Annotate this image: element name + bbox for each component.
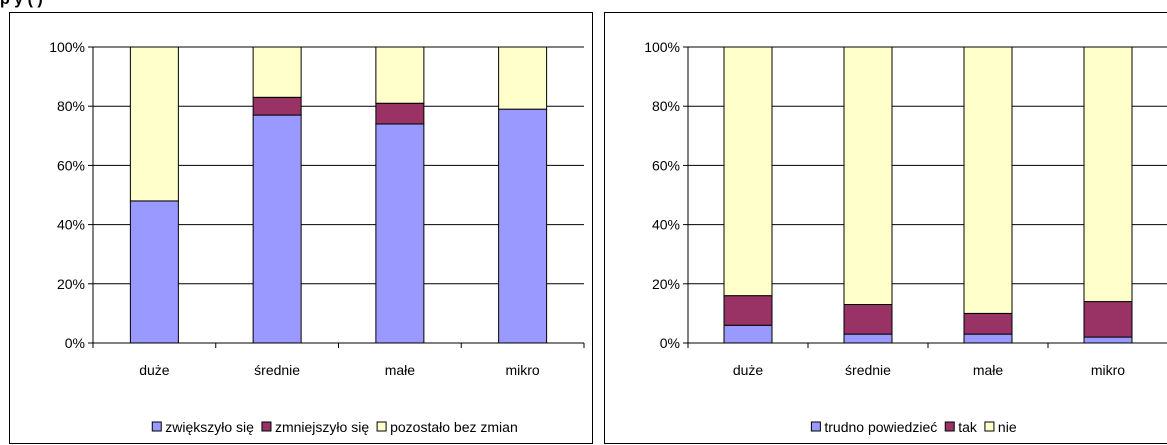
y-tick-label: 100% xyxy=(49,39,85,55)
y-tick-label: 0% xyxy=(65,335,85,351)
bar-segment-b xyxy=(843,304,893,335)
y-tick-label: 60% xyxy=(57,157,85,173)
bar-segment-a xyxy=(375,123,425,344)
legend-swatch xyxy=(376,421,387,432)
bar-segment-c xyxy=(252,46,302,98)
y-tick-label: 40% xyxy=(652,217,680,233)
bar-segment-a xyxy=(498,108,548,344)
bar-segment-c xyxy=(723,46,773,297)
bar-segment-a xyxy=(843,333,893,344)
x-category-label: małe xyxy=(385,362,416,378)
legend-label: zwiększyło się xyxy=(165,419,254,435)
bar-segment-c xyxy=(375,46,425,104)
bar-segment-b xyxy=(375,102,425,125)
legend-label: pozostało bez zmian xyxy=(390,419,518,435)
bar-segment-a xyxy=(252,114,302,344)
legend-swatch xyxy=(151,421,162,432)
legend-swatch xyxy=(944,421,955,432)
bar-segment-b xyxy=(1083,301,1133,338)
chart-left: 0% 20% 40% 60% 80% 100% duże średnie małe mikro zw… xyxy=(49,39,585,435)
legend-label: zmniejszyło się xyxy=(275,419,369,435)
y-tick-label: 80% xyxy=(57,98,85,114)
bar-segment-b xyxy=(252,96,302,116)
x-category-label: duże xyxy=(733,362,764,378)
legend-label: nie xyxy=(998,419,1017,435)
bar-segment-c xyxy=(129,46,179,202)
x-category-label: mikro xyxy=(1091,362,1125,378)
bar-segment-b xyxy=(963,312,1013,335)
legend-swatch xyxy=(810,421,821,432)
y-tick-label: 20% xyxy=(57,276,85,292)
bar-segment-c xyxy=(963,46,1013,314)
chart-panel-left: 0% 20% 40% 60% 80% 100% duże średnie małe mikro zw… xyxy=(9,12,593,444)
legend-label: tak xyxy=(958,419,978,435)
bar-segment-c xyxy=(1083,46,1133,303)
x-category-label: średnie xyxy=(254,362,300,378)
bar-segment-c xyxy=(843,46,893,306)
bar-segment-a xyxy=(723,324,773,344)
y-tick-label: 20% xyxy=(652,276,680,292)
bar-segment-a xyxy=(1083,336,1133,344)
bar-segment-a xyxy=(129,200,179,344)
bar-segment-a xyxy=(963,333,1013,344)
chart-right: 0% 20% 40% 60% 80% 100% duże średnie małe mikro tr… xyxy=(644,39,1167,435)
x-category-label: mikro xyxy=(506,362,540,378)
legend: zwiększyło się zmniejszyło się pozostało b… xyxy=(151,419,518,435)
y-tick-label: 40% xyxy=(57,217,85,233)
chart-panel-right: 0% 20% 40% 60% 80% 100% duże średnie małe mikro tr… xyxy=(604,12,1167,444)
y-tick-label: 0% xyxy=(660,335,680,351)
header-fragment: p y ( ) xyxy=(0,0,43,9)
x-category-label: duże xyxy=(139,362,170,378)
legend-swatch xyxy=(261,421,272,432)
y-tick-label: 80% xyxy=(652,98,680,114)
y-tick-label: 100% xyxy=(644,39,680,55)
x-category-label: małe xyxy=(973,362,1004,378)
bar-segment-b xyxy=(723,295,773,326)
legend-swatch xyxy=(984,421,995,432)
legend-label: trudno powiedzieć xyxy=(824,419,937,435)
y-tick-label: 60% xyxy=(652,157,680,173)
bar-segment-c xyxy=(498,46,548,110)
x-category-label: średnie xyxy=(845,362,891,378)
legend: trudno powiedzieć tak nie xyxy=(810,419,1017,435)
